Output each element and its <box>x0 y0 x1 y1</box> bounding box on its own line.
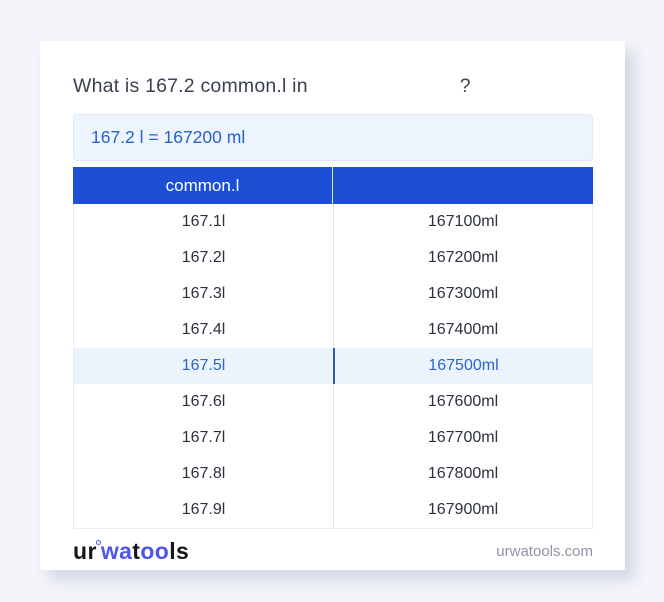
table-header-row: common.l <box>73 167 593 204</box>
table-row: 167.9l 167900ml <box>74 492 592 528</box>
conversion-result: 167.2 l = 167200 ml <box>73 114 593 161</box>
card-footer: ur wa t oo ls urwatools.com <box>73 534 593 568</box>
logo-part-oo: oo <box>140 537 170 564</box>
table-row: 167.2l 167200ml <box>74 240 592 276</box>
liters-cell: 167.4l <box>181 321 226 338</box>
liters-cell: 167.1l <box>181 213 226 230</box>
site-url-link[interactable]: urwatools.com <box>496 542 593 560</box>
page-title: What is 167.2 common.l in ? <box>73 71 593 101</box>
ml-cell: 167500ml <box>333 348 592 384</box>
title-question: What is 167.2 common.l in <box>73 75 308 97</box>
conversion-result-text: 167.2 l = 167200 ml <box>91 127 246 147</box>
urwatools-logo[interactable]: ur wa t oo ls <box>73 538 189 565</box>
ml-cell: 167800ml <box>333 456 592 492</box>
ring-icon <box>95 539 101 545</box>
liters-cell: 167.8l <box>181 465 226 482</box>
ml-cell: 167600ml <box>333 384 592 420</box>
ml-cell: 167100ml <box>333 204 592 240</box>
liters-cell: 167.6l <box>181 393 226 410</box>
logo-part-ur: ur <box>73 537 97 564</box>
conversion-table: common.l 167.1l 167100ml 167.2l 167200ml 167… <box>73 167 593 529</box>
liters-cell: 167.2l <box>181 249 226 266</box>
table-row: 167.7l 167700ml <box>74 420 592 456</box>
liters-cell: 167.3l <box>181 285 226 302</box>
logo-part-wa: wa <box>100 537 133 564</box>
header-cell-liters: common.l <box>73 167 333 204</box>
table-row: 167.1l 167100ml <box>74 204 592 240</box>
liters-cell: 167.5l <box>181 357 226 374</box>
table-row: 167.6l 167600ml <box>74 384 592 420</box>
table-row: 167.8l 167800ml <box>74 456 592 492</box>
liters-cell: 167.9l <box>181 501 226 518</box>
header-cell-ml <box>333 167 593 204</box>
table-row: 167.4l 167400ml <box>74 312 592 348</box>
logo-part-ls: ls <box>169 537 190 564</box>
ml-cell: 167300ml <box>333 276 592 312</box>
table-row: 167.5l 167500ml <box>74 348 592 384</box>
ml-cell: 167900ml <box>333 492 592 528</box>
ml-cell: 167700ml <box>333 420 592 456</box>
liters-cell: 167.7l <box>181 429 226 446</box>
ml-cell: 167400ml <box>333 312 592 348</box>
logo-part-t: t <box>132 537 141 564</box>
converter-card: What is 167.2 common.l in ? 167.2 l = 16… <box>40 41 625 570</box>
table-row: 167.3l 167300ml <box>74 276 592 312</box>
table-body: 167.1l 167100ml 167.2l 167200ml 167.3l 167300… <box>73 204 593 529</box>
title-question-mark: ? <box>459 75 471 97</box>
ml-cell: 167200ml <box>333 240 592 276</box>
